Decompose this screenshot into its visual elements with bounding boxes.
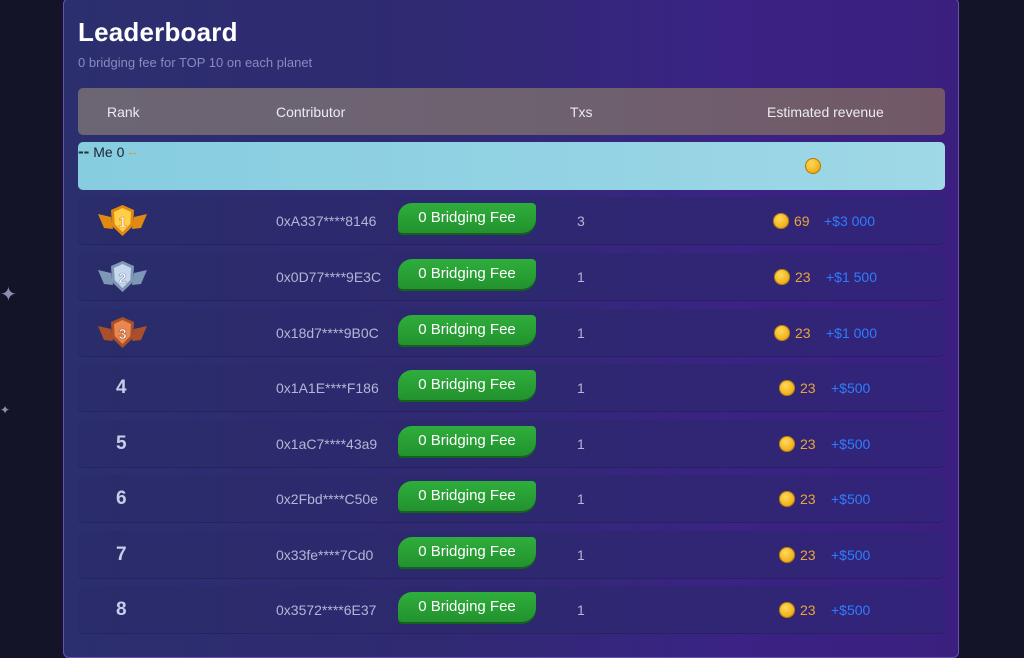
contributor-address[interactable]: 0xA337****8146: [276, 213, 377, 229]
revenue-points: 23: [800, 602, 816, 618]
revenue-points: 23: [800, 547, 816, 563]
coin-icon: [774, 325, 790, 341]
my-contributor: Me: [93, 144, 113, 160]
contributor-address[interactable]: 0x18d7****9B0C: [276, 325, 379, 341]
my-rank: --: [78, 142, 90, 161]
medal-rank: 2: [118, 270, 126, 287]
table-row[interactable]: 5 0x1aC7****43a9 0 Bridging Fee 1 23 +$500: [78, 420, 945, 468]
table-row[interactable]: 3 0x18d7****9B0C 0 Bridging Fee 1 23 +$1 000: [78, 309, 945, 357]
bridging-fee-badge: 0 Bridging Fee: [398, 426, 536, 456]
coin-icon: [779, 547, 795, 563]
table-row[interactable]: 4 0x1A1E****F186 0 Bridging Fee 1 23 +$500: [78, 364, 945, 412]
contributor-address[interactable]: 0x3572****6E37: [276, 602, 377, 618]
contributor-address[interactable]: 0x1A1E****F186: [276, 380, 379, 396]
revenue-points: 23: [795, 269, 811, 285]
rank-number: 6: [116, 488, 127, 509]
medal-rank: 1: [118, 214, 126, 231]
revenue-usd: +$3 000: [824, 213, 875, 229]
contributor-address[interactable]: 0x1aC7****43a9: [276, 436, 378, 452]
revenue-usd: +$500: [831, 491, 871, 507]
leaderboard-panel: Leaderboard 0 bridging fee for TOP 10 on…: [63, 0, 959, 658]
table-row[interactable]: 2 0x0D77****9E3C 0 Bridging Fee 1 23 +$1 500: [78, 253, 945, 301]
table-row[interactable]: 1 0xA337****8146 0 Bridging Fee 3 69 +$3 000: [78, 197, 945, 245]
bridging-fee-badge: 0 Bridging Fee: [398, 537, 536, 567]
coin-icon: [779, 602, 795, 618]
medal-icon: 2: [95, 258, 150, 296]
my-row[interactable]: -- Me 0 --: [78, 142, 945, 190]
revenue-usd: +$1 000: [826, 325, 877, 341]
txs-count: 1: [577, 547, 585, 563]
sparkle-icon: ✦: [0, 403, 11, 417]
medal-icon: 1: [95, 202, 150, 240]
revenue-points: 69: [794, 213, 810, 229]
txs-count: 1: [577, 491, 585, 507]
my-revenue: --: [128, 145, 137, 160]
rank-number: 4: [116, 377, 127, 398]
txs-count: 1: [577, 380, 585, 396]
table-row[interactable]: 7 0x33fe****7Cd0 0 Bridging Fee 1 23 +$500: [78, 531, 945, 579]
coin-icon: [773, 213, 789, 229]
bridging-fee-badge: 0 Bridging Fee: [398, 259, 536, 289]
header-txs: Txs: [570, 103, 593, 120]
revenue-points: 23: [800, 491, 816, 507]
txs-count: 3: [577, 213, 585, 229]
bridging-fee-badge: 0 Bridging Fee: [398, 481, 536, 511]
bridging-fee-badge: 0 Bridging Fee: [398, 203, 536, 233]
table-row[interactable]: 6 0x2Fbd****C50e 0 Bridging Fee 1 23 +$500: [78, 475, 945, 523]
table-row[interactable]: 8 0x3572****6E37 0 Bridging Fee 1 23 +$500: [78, 586, 945, 634]
revenue-points: 23: [795, 325, 811, 341]
revenue-usd: +$500: [831, 436, 871, 452]
medal-rank: 3: [118, 326, 126, 343]
contributor-address[interactable]: 0x0D77****9E3C: [276, 269, 382, 285]
coin-icon: [779, 380, 795, 396]
revenue-points: 23: [800, 380, 816, 396]
header-rank: Rank: [107, 103, 140, 120]
txs-count: 1: [577, 436, 585, 452]
table-header: Rank Contributor Txs Estimated revenue: [78, 88, 945, 135]
my-txs: 0: [116, 144, 125, 160]
txs-count: 1: [577, 602, 585, 618]
revenue-points: 23: [800, 436, 816, 452]
txs-count: 1: [577, 269, 585, 285]
header-estimated-revenue: Estimated revenue: [767, 103, 884, 120]
rank-number: 7: [116, 544, 127, 565]
contributor-address[interactable]: 0x33fe****7Cd0: [276, 547, 374, 563]
medal-icon: 3: [95, 314, 150, 352]
txs-count: 1: [577, 325, 585, 341]
coin-icon: [774, 269, 790, 285]
revenue-usd: +$1 500: [826, 269, 877, 285]
coin-icon: [779, 491, 795, 507]
coin-icon: [805, 158, 821, 174]
revenue-usd: +$500: [831, 380, 871, 396]
revenue-usd: +$500: [831, 547, 871, 563]
revenue-usd: +$500: [831, 602, 871, 618]
rank-number: 8: [116, 599, 127, 620]
coin-icon: [779, 436, 795, 452]
bridging-fee-badge: 0 Bridging Fee: [398, 370, 536, 400]
rank-number: 5: [116, 433, 127, 454]
bridging-fee-badge: 0 Bridging Fee: [398, 592, 536, 622]
bridging-fee-badge: 0 Bridging Fee: [398, 315, 536, 345]
page-title: Leaderboard: [78, 17, 238, 47]
header-contributor: Contributor: [276, 103, 346, 120]
page-subtitle: 0 bridging fee for TOP 10 on each planet: [78, 55, 313, 70]
sparkle-icon: ✦: [0, 282, 17, 306]
contributor-address[interactable]: 0x2Fbd****C50e: [276, 491, 378, 507]
